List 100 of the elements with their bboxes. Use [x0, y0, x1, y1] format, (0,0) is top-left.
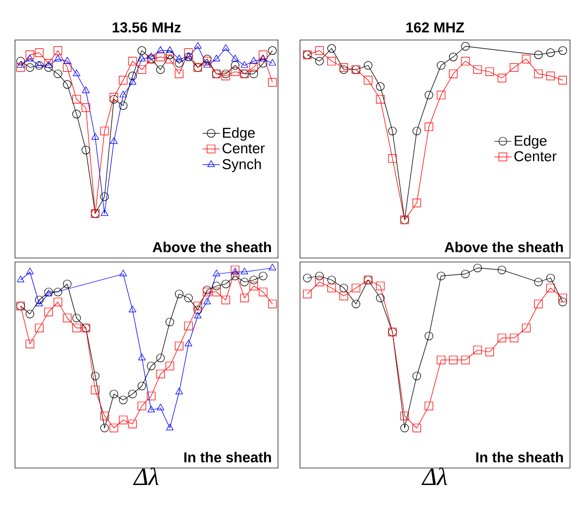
point	[485, 67, 494, 76]
point	[72, 324, 81, 332]
point	[212, 54, 220, 62]
point	[44, 63, 53, 72]
point	[352, 284, 360, 292]
point	[546, 48, 555, 57]
point	[412, 372, 422, 380]
point	[315, 56, 324, 66]
legend-label: Edge	[223, 127, 255, 141]
point	[146, 362, 156, 370]
point	[461, 270, 470, 278]
point	[166, 46, 174, 53]
point	[376, 94, 385, 104]
point	[100, 126, 109, 136]
point	[44, 308, 53, 316]
point	[258, 288, 268, 296]
point	[258, 272, 268, 280]
point	[62, 314, 72, 322]
point	[16, 63, 25, 72]
point	[138, 402, 146, 410]
point	[138, 65, 146, 74]
point	[100, 424, 109, 432]
point	[424, 90, 434, 100]
point	[461, 56, 470, 66]
point	[90, 372, 100, 380]
point	[26, 50, 34, 60]
point	[534, 278, 543, 286]
point	[546, 284, 555, 292]
point	[436, 61, 446, 70]
point	[184, 322, 193, 330]
point	[230, 67, 240, 76]
point	[110, 424, 118, 432]
point	[166, 362, 174, 370]
point	[448, 70, 458, 78]
point	[485, 348, 494, 356]
annotation: Above the sheath	[444, 242, 563, 252]
point	[240, 278, 249, 286]
point	[194, 312, 202, 318]
point	[212, 288, 221, 296]
chart-title: 162 MHZ	[406, 22, 464, 32]
point	[510, 63, 518, 72]
point	[91, 133, 99, 140]
point	[54, 54, 62, 62]
point	[119, 270, 127, 276]
point	[534, 70, 543, 78]
point	[473, 65, 482, 74]
point	[184, 48, 193, 57]
point	[249, 63, 258, 72]
point	[128, 306, 136, 312]
point	[400, 412, 409, 420]
point	[388, 126, 397, 136]
point	[156, 354, 165, 362]
point	[100, 209, 108, 216]
point	[424, 402, 434, 410]
point	[156, 46, 164, 53]
point	[473, 346, 482, 354]
point	[230, 61, 240, 70]
point	[424, 122, 434, 132]
point	[376, 282, 385, 290]
point	[461, 42, 470, 51]
point	[110, 92, 118, 102]
point	[352, 300, 360, 308]
point	[174, 290, 184, 298]
point	[62, 63, 72, 72]
point	[128, 72, 137, 80]
point	[546, 72, 555, 80]
point	[147, 406, 155, 412]
point	[118, 396, 128, 404]
point	[376, 294, 385, 302]
point	[522, 324, 531, 332]
point	[194, 42, 202, 49]
point	[222, 280, 230, 288]
point	[212, 282, 221, 290]
point	[249, 70, 258, 78]
point	[54, 46, 62, 55]
point	[558, 294, 567, 302]
point	[175, 54, 183, 62]
annotation: Above the sheath	[152, 242, 271, 252]
point	[166, 50, 174, 60]
point	[110, 137, 118, 144]
point	[436, 272, 446, 280]
legend-label: Center	[514, 151, 556, 162]
point	[364, 76, 372, 84]
point	[448, 52, 458, 62]
point	[26, 268, 34, 274]
point	[166, 54, 174, 64]
point	[558, 46, 567, 55]
point	[222, 296, 230, 304]
point	[156, 370, 165, 378]
point	[16, 276, 24, 282]
point	[138, 46, 146, 55]
point	[26, 63, 34, 72]
point	[128, 78, 136, 85]
annotation: In the sheath	[184, 452, 271, 462]
annotation: In the sheath	[476, 452, 563, 462]
point	[156, 52, 165, 62]
point	[412, 126, 422, 136]
point	[34, 324, 44, 332]
point	[119, 90, 127, 98]
point	[194, 306, 202, 314]
